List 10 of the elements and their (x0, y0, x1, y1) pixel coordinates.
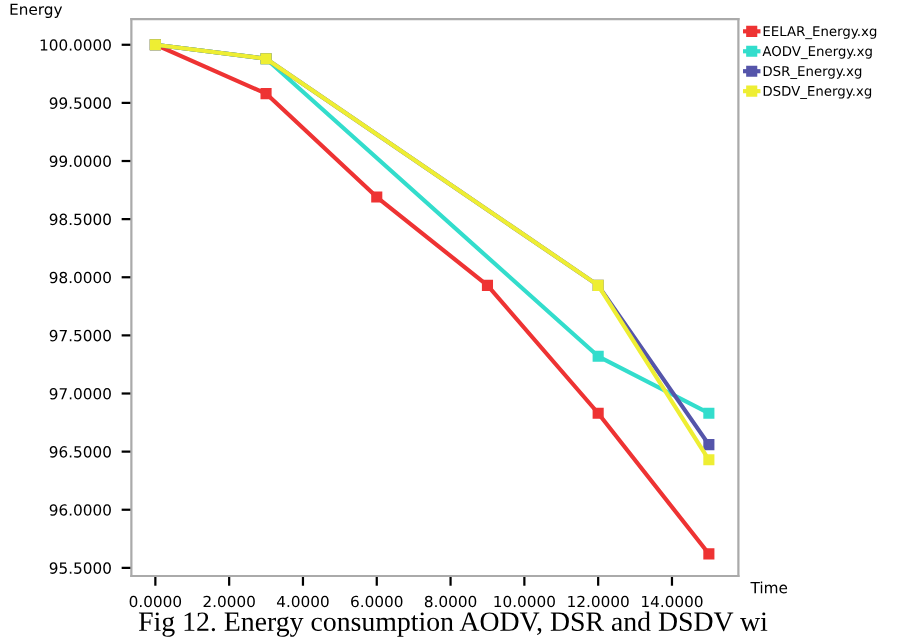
point (703, 407, 715, 419)
point (703, 548, 715, 560)
point (703, 439, 715, 451)
point (703, 454, 715, 466)
point (371, 191, 383, 203)
point (592, 350, 604, 362)
point (481, 279, 494, 291)
point (592, 407, 604, 419)
point (260, 88, 272, 100)
caption: Fig 12. Energy consumption AODV, DSR and DSDV wi (138, 611, 768, 637)
